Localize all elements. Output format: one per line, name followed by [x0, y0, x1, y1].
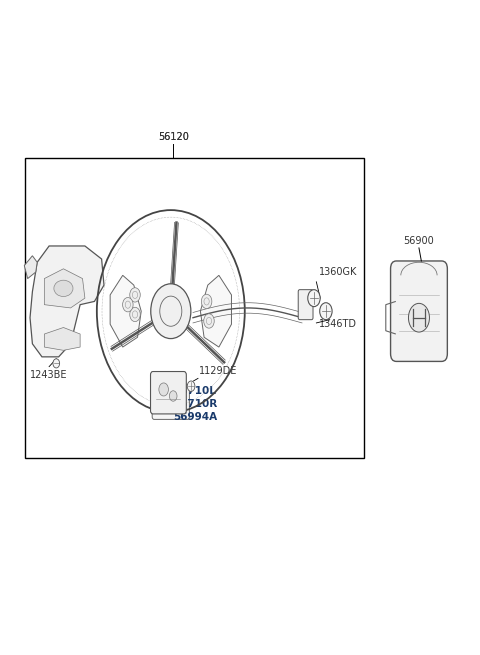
Circle shape	[169, 391, 177, 402]
Bar	[25, 158, 364, 458]
Circle shape	[187, 381, 195, 392]
Polygon shape	[30, 246, 104, 357]
FancyBboxPatch shape	[152, 385, 190, 419]
Circle shape	[320, 303, 332, 320]
Polygon shape	[24, 255, 37, 278]
FancyBboxPatch shape	[151, 371, 186, 414]
Circle shape	[159, 383, 168, 396]
Polygon shape	[110, 275, 141, 347]
Circle shape	[408, 303, 430, 332]
Text: 96710R: 96710R	[173, 399, 217, 409]
Text: 56994A: 56994A	[173, 412, 217, 422]
Circle shape	[151, 284, 191, 339]
Polygon shape	[200, 275, 231, 347]
Circle shape	[130, 307, 140, 322]
Circle shape	[201, 294, 212, 309]
FancyBboxPatch shape	[298, 290, 313, 320]
Polygon shape	[44, 328, 80, 350]
Text: 1243BE: 1243BE	[30, 370, 68, 380]
Circle shape	[308, 290, 320, 307]
Text: 96710L: 96710L	[173, 386, 216, 396]
Circle shape	[204, 314, 214, 328]
Polygon shape	[44, 269, 85, 308]
Circle shape	[130, 288, 140, 302]
Ellipse shape	[54, 280, 73, 297]
Text: 56120: 56120	[158, 132, 189, 141]
FancyBboxPatch shape	[391, 261, 447, 362]
Text: 56120: 56120	[158, 132, 189, 141]
Text: 1360GK: 1360GK	[319, 267, 357, 276]
Circle shape	[53, 359, 60, 368]
Text: 56900: 56900	[404, 236, 434, 246]
Text: 1346TD: 1346TD	[319, 319, 357, 329]
Circle shape	[122, 297, 133, 312]
Text: 1129DE: 1129DE	[199, 366, 238, 377]
